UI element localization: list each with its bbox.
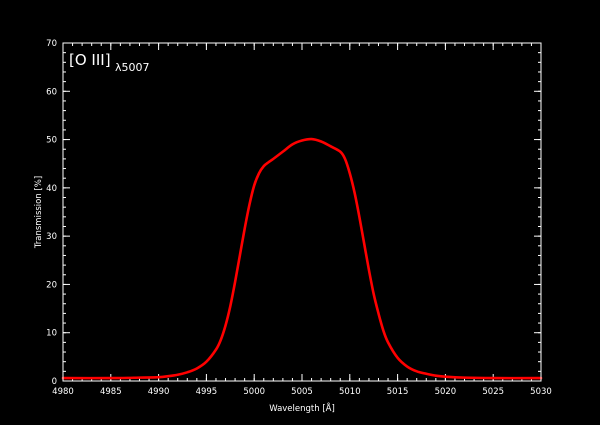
transmission-curve bbox=[61, 137, 543, 380]
y-tick-label: 50 bbox=[46, 136, 57, 146]
y-tick-label: 0 bbox=[52, 377, 57, 387]
x-tick-label: 5000 bbox=[243, 387, 265, 397]
x-tick-label: 4990 bbox=[148, 387, 170, 397]
x-tick-label: 5010 bbox=[339, 387, 361, 397]
x-tick-label: 5030 bbox=[530, 387, 552, 397]
y-tick-label: 10 bbox=[46, 329, 57, 339]
x-tick-label: 4995 bbox=[196, 387, 218, 397]
x-tick-label: 5020 bbox=[435, 387, 457, 397]
x-tick-label: 5025 bbox=[482, 387, 504, 397]
x-tick-label: 4985 bbox=[100, 387, 122, 397]
plot-frame bbox=[62, 42, 542, 382]
x-tick-label: 4980 bbox=[52, 387, 74, 397]
y-tick-label: 30 bbox=[46, 232, 57, 242]
x-tick-label: 5005 bbox=[291, 387, 313, 397]
y-tick-label: 40 bbox=[46, 184, 57, 194]
y-tick-label: 20 bbox=[46, 280, 57, 290]
x-tick-label: 5015 bbox=[387, 387, 409, 397]
tick-labels: 4980 4985 4990 4995 5000 5005 5010 5015 5020 5025… bbox=[46, 39, 552, 397]
x-axis-title: Wavelength [Å] bbox=[269, 402, 335, 414]
y-tick-label: 60 bbox=[46, 87, 57, 97]
line-annotation-subscript: λ5007 bbox=[115, 61, 150, 74]
y-axis-title: Transmission [%] bbox=[34, 176, 44, 249]
y-tick-label: 70 bbox=[46, 39, 57, 49]
line-annotation: [O III] bbox=[69, 51, 111, 69]
